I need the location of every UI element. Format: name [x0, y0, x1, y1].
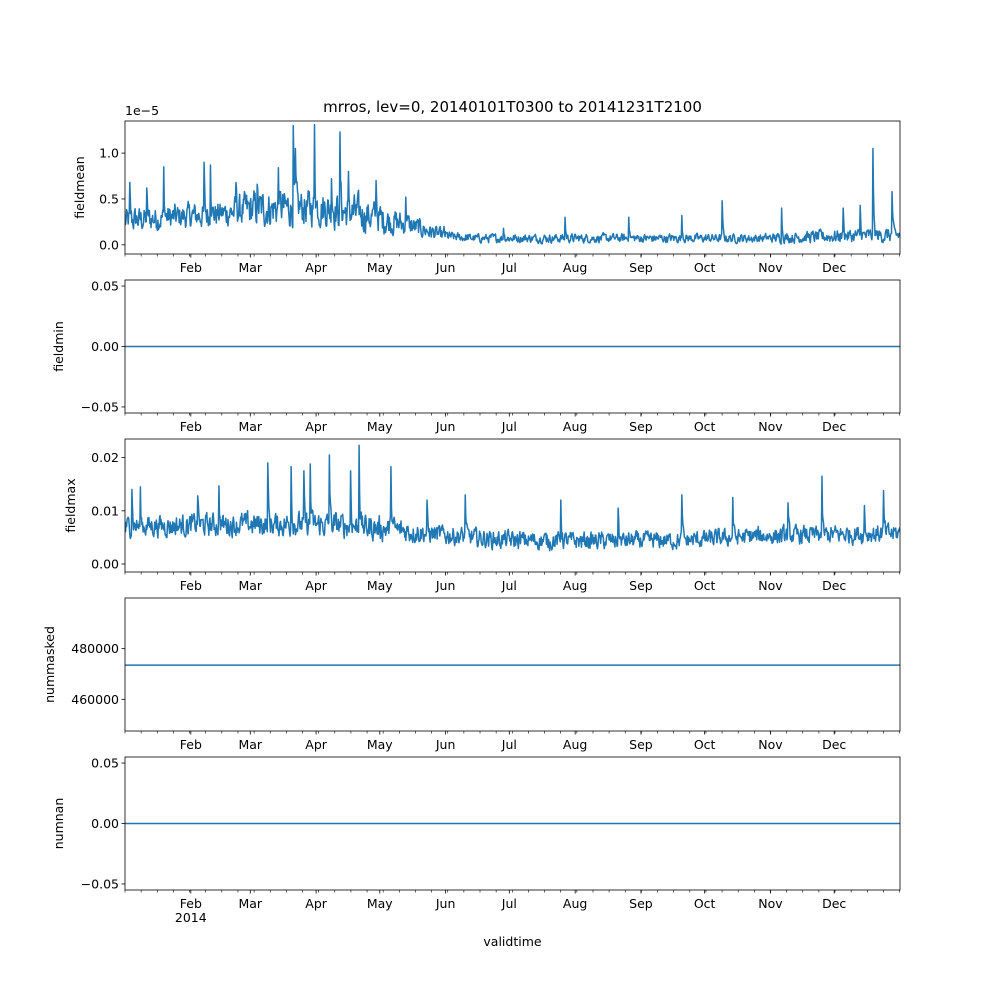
- numnan-ytick-label: 0.05: [91, 756, 119, 771]
- x-axis-label: validtime: [483, 934, 541, 949]
- fieldmin-ytick-label: 0.05: [91, 279, 119, 294]
- fieldmax-ytick-label: 0.00: [91, 557, 119, 572]
- fieldmax-ytick-label: 0.01: [91, 503, 119, 518]
- numnan-xtick-label: Aug: [563, 896, 587, 911]
- nummasked-ylabel: nummasked: [42, 626, 57, 703]
- panel-fieldmax: 0.00 0.01 0.02 fieldmax Feb Mar Apr May Jun Jul Au…: [63, 438, 901, 593]
- fieldmin-xtick-label: Feb: [180, 419, 202, 434]
- numnan-ylabel: numnan: [51, 798, 66, 850]
- numnan-ytick-label: 0.00: [91, 816, 119, 831]
- fieldmax-xtick-label: Jun: [435, 578, 456, 593]
- nummasked-xtick-label: Apr: [305, 737, 327, 752]
- fieldmean-ylabel: fieldmean: [72, 156, 87, 218]
- panel-fieldmin: −0.05 0.00 0.05 fieldmin Feb Mar Apr May Jun Jul A…: [51, 279, 901, 434]
- fieldmean-ytick-label: 0.5: [99, 191, 119, 206]
- numnan-xtick-label: Apr: [305, 896, 327, 911]
- fieldmax-xtick-label: Apr: [305, 578, 327, 593]
- numnan-xtick-label: Mar: [238, 896, 262, 911]
- numnan-xtick-label: Nov: [758, 896, 783, 911]
- fieldmean-xtick-label: Feb: [180, 260, 202, 275]
- numnan-ytick-label: −0.05: [81, 876, 119, 891]
- numnan-xtick-label: Dec: [822, 896, 846, 911]
- fieldmax-xtick-label: Dec: [822, 578, 846, 593]
- fieldmax-xtick-label: Jul: [501, 578, 517, 593]
- fieldmin-xtick-label: Jun: [435, 419, 456, 434]
- fieldmax-xtick-label: Oct: [694, 578, 716, 593]
- fieldmean-xtick-label: Jul: [501, 260, 517, 275]
- figure-title: mrros, lev=0, 20140101T0300 to 20141231T…: [323, 98, 702, 116]
- nummasked-ytick-label: 460000: [71, 692, 119, 707]
- fieldmax-ytick-label: 0.02: [91, 450, 119, 465]
- fieldmin-ytick-label: −0.05: [81, 399, 119, 414]
- numnan-xtick-label: Sep: [629, 896, 653, 911]
- numnan-xtick-label: Jun: [435, 896, 456, 911]
- fieldmin-xtick-label: Sep: [629, 419, 653, 434]
- fieldmin-ytick-label: 0.00: [91, 339, 119, 354]
- fieldmean-xtick-label: Jun: [435, 260, 456, 275]
- nummasked-xtick-label: Jul: [501, 737, 517, 752]
- nummasked-xtick-label: Sep: [629, 737, 653, 752]
- x-year-label: 2014: [175, 910, 207, 925]
- nummasked-xtick-label: Feb: [180, 737, 202, 752]
- numnan-xtick-label: Feb: [180, 896, 202, 911]
- fieldmax-xtick-label: Aug: [563, 578, 587, 593]
- fieldmean-xtick-label: Nov: [758, 260, 783, 275]
- nummasked-xtick-label: Aug: [563, 737, 587, 752]
- numnan-xtick-label: Jul: [501, 896, 517, 911]
- nummasked-xtick-label: Oct: [694, 737, 716, 752]
- panels: 0.0 0.5 1.0 fieldmean 1e−5 Feb Mar Apr May Jun Jul…: [42, 103, 901, 925]
- fieldmean-series-line: [125, 123, 900, 245]
- fieldmin-xtick-label: Jul: [501, 419, 517, 434]
- fieldmean-xtick-label: Dec: [822, 260, 846, 275]
- nummasked-xtick-label: Mar: [238, 737, 262, 752]
- fieldmean-xtick-label: May: [367, 260, 393, 275]
- panel-fieldmean: 0.0 0.5 1.0 fieldmean 1e−5 Feb Mar Apr May Jun Jul…: [72, 103, 901, 275]
- numnan-xtick-label: May: [367, 896, 393, 911]
- nummasked-xtick-label: May: [367, 737, 393, 752]
- fieldmean-xtick-label: Aug: [563, 260, 587, 275]
- fieldmax-xtick-label: Sep: [629, 578, 653, 593]
- fieldmin-ylabel: fieldmin: [51, 321, 66, 372]
- fieldmax-series-line: [125, 444, 900, 552]
- fieldmax-xtick-label: Mar: [238, 578, 262, 593]
- fieldmax-xtick-label: Nov: [758, 578, 783, 593]
- fieldmin-xtick-label: Apr: [305, 419, 327, 434]
- fieldmax-xtick-label: May: [367, 578, 393, 593]
- fieldmean-xtick-label: Apr: [305, 260, 327, 275]
- fieldmean-ytick-label: 1.0: [99, 146, 119, 161]
- fieldmin-xtick-label: Nov: [758, 419, 783, 434]
- panel-numnan: −0.05 0.00 0.05 numnan Feb Mar Apr May Jun Jul Aug…: [51, 756, 901, 925]
- nummasked-xtick-label: Dec: [822, 737, 846, 752]
- fieldmean-offset-label: 1e−5: [125, 103, 159, 118]
- fieldmean-xtick-label: Mar: [238, 260, 262, 275]
- fieldmin-xtick-label: Oct: [694, 419, 716, 434]
- fieldmean-xtick-label: Sep: [629, 260, 653, 275]
- fieldmean-ytick-label: 0.0: [99, 237, 119, 252]
- nummasked-ytick-label: 480000: [71, 641, 119, 656]
- fieldmin-xtick-label: Aug: [563, 419, 587, 434]
- fieldmean-xtick-label: Oct: [694, 260, 716, 275]
- fieldmin-xtick-label: Dec: [822, 419, 846, 434]
- fieldmin-xtick-label: May: [367, 419, 393, 434]
- fieldmax-xtick-label: Feb: [180, 578, 202, 593]
- nummasked-xtick-label: Jun: [435, 737, 456, 752]
- panel-nummasked: 460000 480000 nummasked Feb Mar Apr May Jun Jul A…: [42, 597, 901, 752]
- numnan-xtick-label: Oct: [694, 896, 716, 911]
- nummasked-xtick-label: Nov: [758, 737, 783, 752]
- fieldmin-xtick-label: Mar: [238, 419, 262, 434]
- fieldmax-ylabel: fieldmax: [63, 478, 78, 532]
